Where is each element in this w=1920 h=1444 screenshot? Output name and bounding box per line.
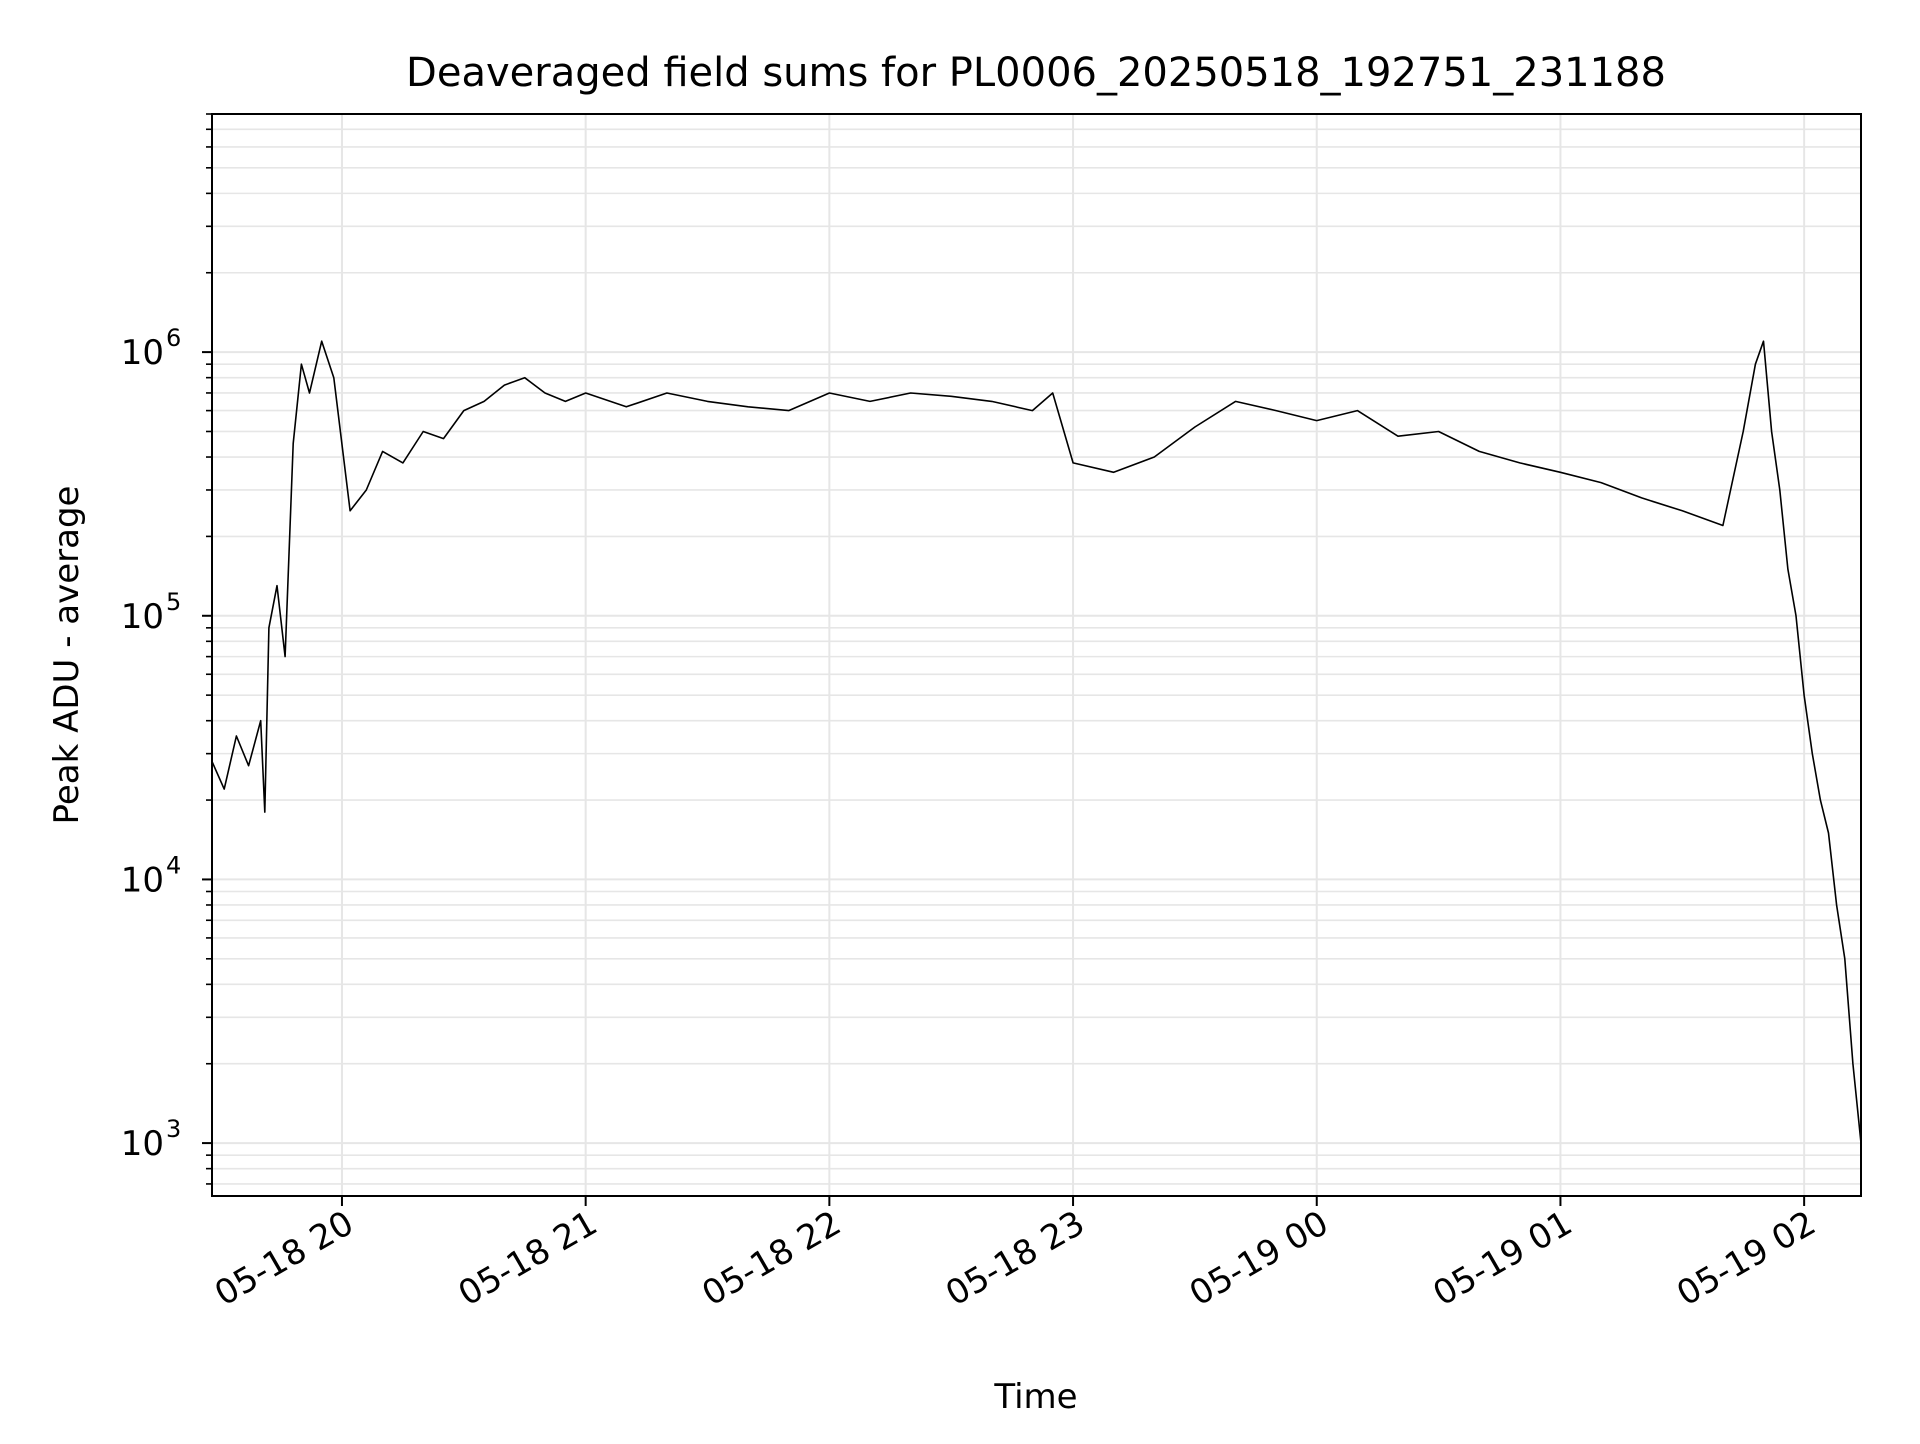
x-axis-label: Time: [993, 1377, 1077, 1417]
chart-title: Deaveraged field sums for PL0006_2025051…: [406, 50, 1666, 96]
y-tick-label: 10: [121, 1124, 164, 1164]
grid: [212, 113, 1861, 1196]
y-tick-exponent: 4: [166, 851, 181, 879]
y-axis-label: Peak ADU - average: [47, 486, 87, 825]
plot-frame: [211, 113, 1862, 1197]
y-tick-exponent: 5: [166, 588, 181, 616]
y-tick-label: 10: [121, 597, 164, 637]
series-layer: [211, 340, 1862, 1144]
y-tick-label: 10: [121, 860, 164, 900]
series-line: [211, 340, 1862, 1144]
plot-area: [212, 114, 1861, 1196]
y-tick-label: 10: [121, 333, 164, 373]
y-tick-exponent: 6: [166, 324, 181, 352]
y-tick-exponent: 3: [166, 1115, 181, 1143]
